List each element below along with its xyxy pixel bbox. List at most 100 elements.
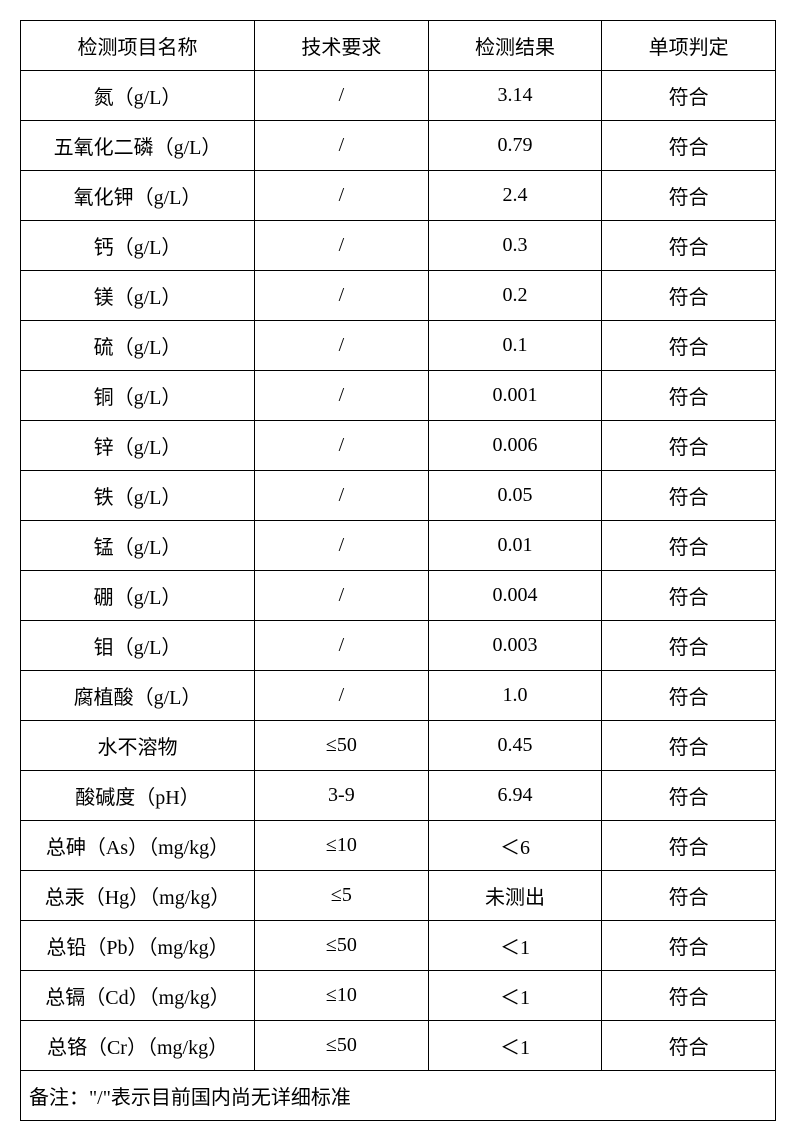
- table-row: 镁（g/L）/0.2符合: [21, 271, 776, 321]
- col-header-result: 检测结果: [428, 21, 602, 71]
- table-cell: 符合: [602, 921, 776, 971]
- table-cell: 符合: [602, 71, 776, 121]
- table-row: 五氧化二磷（g/L）/0.79符合: [21, 121, 776, 171]
- col-header-judge: 单项判定: [602, 21, 776, 71]
- table-cell: 腐植酸（g/L）: [21, 671, 255, 721]
- table-cell: 2.4: [428, 171, 602, 221]
- table-cell: 0.1: [428, 321, 602, 371]
- table-cell: 符合: [602, 271, 776, 321]
- table-cell: 锰（g/L）: [21, 521, 255, 571]
- table-cell: /: [255, 121, 429, 171]
- table-cell: 6.94: [428, 771, 602, 821]
- col-header-req: 技术要求: [255, 21, 429, 71]
- table-row: 钼（g/L）/0.003符合: [21, 621, 776, 671]
- table-row: 锌（g/L）/0.006符合: [21, 421, 776, 471]
- table-row: 钙（g/L）/0.3符合: [21, 221, 776, 271]
- table-row: 酸碱度（pH）3-96.94符合: [21, 771, 776, 821]
- table-header-row: 检测项目名称 技术要求 检测结果 单项判定: [21, 21, 776, 71]
- table-row: 铜（g/L）/0.001符合: [21, 371, 776, 421]
- table-cell: 0.05: [428, 471, 602, 521]
- table-cell: /: [255, 371, 429, 421]
- table-cell: /: [255, 571, 429, 621]
- table-cell: 0.45: [428, 721, 602, 771]
- table-cell: 符合: [602, 721, 776, 771]
- table-cell: 符合: [602, 771, 776, 821]
- table-cell: /: [255, 421, 429, 471]
- table-cell: 硼（g/L）: [21, 571, 255, 621]
- table-cell: 0.006: [428, 421, 602, 471]
- table-cell: /: [255, 521, 429, 571]
- table-row: 氮（g/L）/3.14符合: [21, 71, 776, 121]
- table-cell: 符合: [602, 371, 776, 421]
- table-cell: ＜1: [428, 1021, 602, 1071]
- table-cell: /: [255, 471, 429, 521]
- table-cell: ≤50: [255, 721, 429, 771]
- table-cell: 铜（g/L）: [21, 371, 255, 421]
- table-cell: 酸碱度（pH）: [21, 771, 255, 821]
- table-cell: 符合: [602, 1021, 776, 1071]
- table-cell: 铁（g/L）: [21, 471, 255, 521]
- table-cell: 锌（g/L）: [21, 421, 255, 471]
- table-cell: 3-9: [255, 771, 429, 821]
- table-cell: /: [255, 71, 429, 121]
- table-cell: /: [255, 221, 429, 271]
- table-row: 水不溶物≤500.45符合: [21, 721, 776, 771]
- table-cell: 硫（g/L）: [21, 321, 255, 371]
- table-cell: 符合: [602, 871, 776, 921]
- table-cell: ＜1: [428, 971, 602, 1021]
- table-row: 氧化钾（g/L）/2.4符合: [21, 171, 776, 221]
- table-cell: 1.0: [428, 671, 602, 721]
- table-cell: ≤5: [255, 871, 429, 921]
- table-cell: 符合: [602, 171, 776, 221]
- table-cell: /: [255, 621, 429, 671]
- table-cell: 符合: [602, 521, 776, 571]
- table-cell: /: [255, 171, 429, 221]
- table-cell: 钼（g/L）: [21, 621, 255, 671]
- table-cell: ＜1: [428, 921, 602, 971]
- table-row: 总铬（Cr）（mg/kg）≤50＜1符合: [21, 1021, 776, 1071]
- table-cell: /: [255, 321, 429, 371]
- table-cell: 符合: [602, 121, 776, 171]
- results-table: 检测项目名称 技术要求 检测结果 单项判定 氮（g/L）/3.14符合五氧化二磷…: [20, 20, 776, 1121]
- table-row: 硼（g/L）/0.004符合: [21, 571, 776, 621]
- table-cell: 符合: [602, 571, 776, 621]
- table-cell: /: [255, 671, 429, 721]
- table-footnote-row: 备注："/"表示目前国内尚无详细标准: [21, 1071, 776, 1121]
- table-cell: 镁（g/L）: [21, 271, 255, 321]
- table-footnote: 备注："/"表示目前国内尚无详细标准: [21, 1071, 776, 1121]
- table-cell: 总砷（As）（mg/kg）: [21, 821, 255, 871]
- table-cell: 符合: [602, 971, 776, 1021]
- table-row: 腐植酸（g/L）/1.0符合: [21, 671, 776, 721]
- table-cell: 总铅（Pb）（mg/kg）: [21, 921, 255, 971]
- table-cell: 钙（g/L）: [21, 221, 255, 271]
- table-row: 总镉（Cd）（mg/kg）≤10＜1符合: [21, 971, 776, 1021]
- table-cell: 0.004: [428, 571, 602, 621]
- table-cell: 水不溶物: [21, 721, 255, 771]
- table-row: 锰（g/L）/0.01符合: [21, 521, 776, 571]
- table-cell: 符合: [602, 821, 776, 871]
- table-cell: 0.01: [428, 521, 602, 571]
- table-cell: 符合: [602, 621, 776, 671]
- table-cell: ≤10: [255, 821, 429, 871]
- table-cell: 3.14: [428, 71, 602, 121]
- table-cell: 总镉（Cd）（mg/kg）: [21, 971, 255, 1021]
- table-cell: 氧化钾（g/L）: [21, 171, 255, 221]
- table-row: 总铅（Pb）（mg/kg）≤50＜1符合: [21, 921, 776, 971]
- col-header-name: 检测项目名称: [21, 21, 255, 71]
- table-cell: 总汞（Hg）（mg/kg）: [21, 871, 255, 921]
- table-row: 总砷（As）（mg/kg）≤10＜6符合: [21, 821, 776, 871]
- table-cell: 未测出: [428, 871, 602, 921]
- table-cell: 氮（g/L）: [21, 71, 255, 121]
- table-row: 硫（g/L）/0.1符合: [21, 321, 776, 371]
- table-cell: ＜6: [428, 821, 602, 871]
- table-cell: 0.2: [428, 271, 602, 321]
- table-cell: 符合: [602, 421, 776, 471]
- table-cell: 总铬（Cr）（mg/kg）: [21, 1021, 255, 1071]
- table-cell: ≤50: [255, 921, 429, 971]
- table-cell: 0.001: [428, 371, 602, 421]
- table-cell: 五氧化二磷（g/L）: [21, 121, 255, 171]
- table-cell: 符合: [602, 671, 776, 721]
- table-cell: 0.79: [428, 121, 602, 171]
- table-row: 铁（g/L）/0.05符合: [21, 471, 776, 521]
- table-cell: 0.003: [428, 621, 602, 671]
